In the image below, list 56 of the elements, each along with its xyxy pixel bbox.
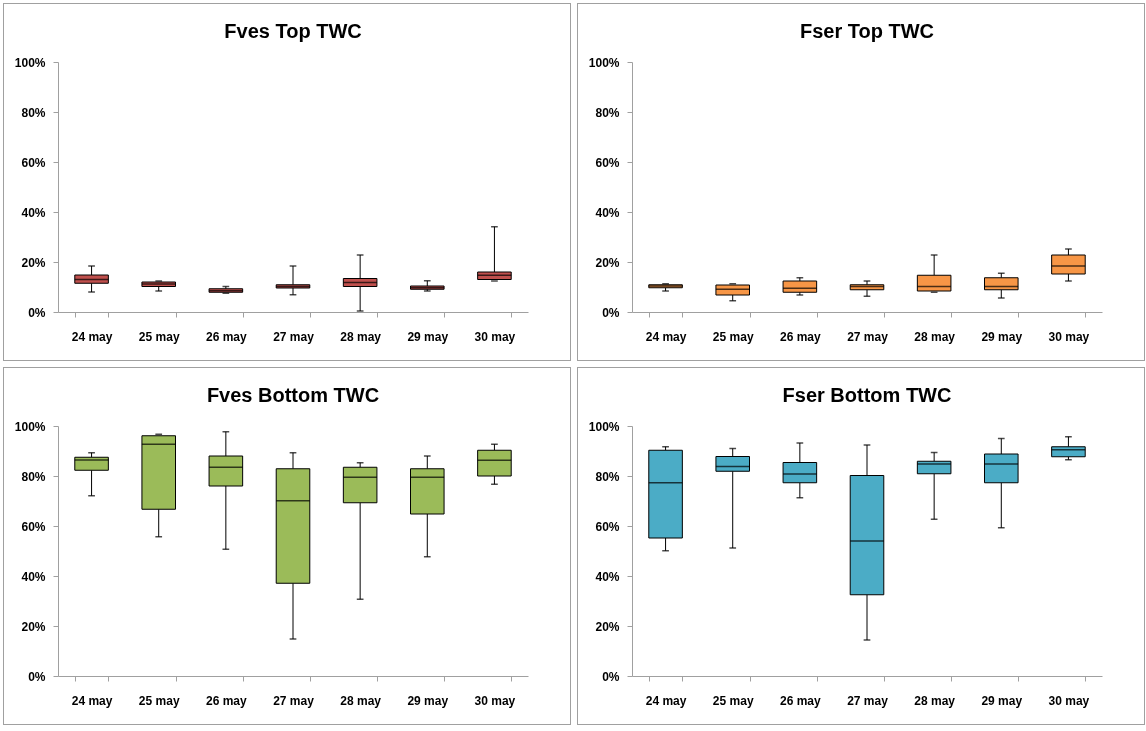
y-tick-label: 80%	[595, 105, 620, 120]
x-tick-label: 26 may	[780, 329, 822, 344]
x-tick-label: 27 may	[847, 329, 889, 344]
y-tick-label: 40%	[595, 569, 620, 584]
chart-title: Fves Top TWC	[224, 20, 362, 42]
y-tick-label: 100%	[588, 55, 620, 70]
y-tick-label: 20%	[595, 619, 620, 634]
x-tick-label: 30 may	[474, 329, 516, 344]
y-tick-label: 0%	[602, 305, 620, 320]
x-tick-label: 29 may	[407, 329, 449, 344]
x-tick-label: 28 may	[340, 329, 382, 344]
x-tick-label: 28 may	[914, 693, 956, 708]
x-tick-label: 24 may	[71, 693, 113, 708]
x-tick-label: 26 may	[206, 329, 248, 344]
x-tick-label: 26 may	[780, 693, 822, 708]
x-tick-label: 28 may	[914, 329, 956, 344]
y-tick-label: 20%	[21, 255, 46, 270]
y-tick-label: 60%	[21, 155, 46, 170]
x-tick-label: 30 may	[1048, 329, 1090, 344]
x-tick-label: 27 may	[847, 693, 889, 708]
y-tick-label: 0%	[28, 305, 46, 320]
y-tick-label: 100%	[588, 419, 620, 434]
x-tick-label: 30 may	[1048, 693, 1090, 708]
x-tick-label: 24 may	[645, 329, 687, 344]
y-tick-label: 0%	[602, 669, 620, 684]
y-tick-label: 80%	[21, 469, 46, 484]
y-tick-label: 0%	[28, 669, 46, 684]
x-tick-label: 25 may	[712, 329, 754, 344]
y-tick-label: 20%	[21, 619, 46, 634]
x-tick-label: 25 may	[712, 693, 754, 708]
y-tick-label: 60%	[595, 519, 620, 534]
x-tick-label: 29 may	[407, 693, 449, 708]
chart-title: Fves Bottom TWC	[206, 384, 380, 406]
chart-title: Fser Bottom TWC	[782, 384, 952, 406]
y-tick-label: 80%	[595, 469, 620, 484]
x-tick-label: 28 may	[340, 693, 382, 708]
y-tick-label: 80%	[21, 105, 46, 120]
x-tick-label: 29 may	[981, 329, 1023, 344]
x-tick-label: 24 may	[645, 693, 687, 708]
x-tick-label: 30 may	[474, 693, 516, 708]
y-tick-label: 40%	[21, 569, 46, 584]
y-tick-label: 100%	[14, 419, 46, 434]
y-tick-label: 60%	[595, 155, 620, 170]
y-tick-label: 40%	[21, 205, 46, 220]
x-tick-label: 29 may	[981, 693, 1023, 708]
y-tick-label: 60%	[21, 519, 46, 534]
x-tick-label: 27 may	[273, 329, 315, 344]
x-tick-label: 27 may	[273, 693, 315, 708]
y-tick-label: 20%	[595, 255, 620, 270]
y-tick-label: 100%	[14, 55, 46, 70]
x-tick-label: 25 may	[138, 329, 180, 344]
x-tick-label: 26 may	[206, 693, 248, 708]
y-tick-label: 40%	[595, 205, 620, 220]
x-tick-label: 24 may	[71, 329, 113, 344]
x-tick-label: 25 may	[138, 693, 180, 708]
chart-title: Fser Top TWC	[799, 20, 935, 42]
